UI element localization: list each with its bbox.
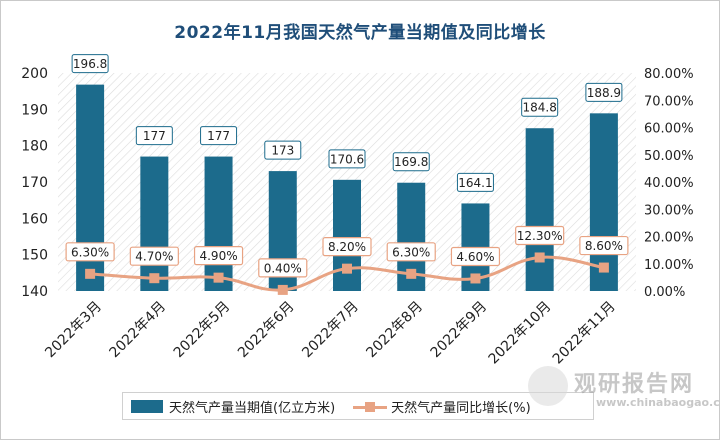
bar-data-label: 164.1 (458, 176, 492, 190)
x-axis: 2022年3月 2022年4月 2022年5月 2022年6月 2022年7月 2022年… (42, 299, 618, 368)
left-axis-tick: 180 (21, 139, 48, 155)
bar-data-label: 170.6 (330, 152, 364, 166)
line-series (85, 252, 609, 295)
line-label-box (450, 246, 501, 267)
line-data-label: 4.70% (135, 250, 173, 264)
line-point[interactable] (149, 273, 160, 284)
line-point[interactable] (534, 252, 545, 263)
line-label-box (129, 246, 179, 266)
left-axis: 140 150 160 170 180 190 200 (21, 66, 48, 300)
line-point[interactable] (470, 273, 481, 284)
x-axis-tick: 2022年9月 (428, 299, 491, 362)
x-axis-tick: 2022年10月 (486, 299, 555, 368)
line-data-labels: 6.30% 4.70% 4.90% 0.40% 8.20% 6.30% 4.60% 12.30… (65, 225, 629, 278)
legend-line-swatch (353, 400, 388, 413)
left-axis-tick: 200 (21, 66, 48, 82)
legend-item-line[interactable]: 天然气产量同比增长(%) (343, 397, 531, 416)
line-label-box (386, 242, 436, 262)
bar-data-label: 173 (271, 144, 294, 158)
bar[interactable] (589, 113, 618, 291)
left-axis-tick: 190 (21, 102, 48, 118)
x-axis-tick: 2022年8月 (363, 299, 426, 362)
line-data-label: 8.20% (328, 240, 366, 254)
x-axis-tick: 2022年7月 (299, 299, 362, 362)
bar-label-box (264, 140, 302, 160)
legend-line-label: 天然气产量同比增长(%) (391, 400, 531, 416)
legend-item-bar[interactable]: 天然气产量当期值(亿立方米) (131, 397, 335, 416)
right-axis-tick: 20.00% (644, 231, 694, 246)
bar-label-box (71, 54, 109, 74)
bar-label-box (585, 82, 623, 102)
line-label-box (193, 246, 244, 266)
bar-data-label: 188.9 (587, 86, 621, 100)
line-point[interactable] (598, 262, 609, 273)
right-axis: 0.00% 10.00% 20.00% 30.00% 40.00% 50.00% 60.00… (644, 67, 694, 300)
line-label-box (65, 242, 115, 262)
line-data-label: 8.60% (585, 239, 623, 253)
line-label-box (579, 235, 629, 256)
legend-bar-label: 天然气产量当期值(亿立方米) (169, 400, 336, 416)
left-axis-tick: 150 (21, 248, 48, 264)
bar[interactable] (525, 128, 554, 291)
bar-label-box (456, 172, 494, 192)
chart-title: 2022年11月我国天然气产量当期值及同比增长 (174, 23, 546, 43)
line-data-label: 4.60% (456, 250, 494, 264)
bar-data-label: 169.8 (394, 155, 428, 169)
bar-data-label: 184.8 (522, 101, 556, 115)
right-axis-tick: 50.00% (644, 149, 694, 164)
line-data-label: 0.40% (264, 261, 302, 275)
right-axis-tick: 80.00% (644, 67, 694, 82)
watermark: 观研报告网 www.chinabaogao.com (526, 364, 720, 414)
line-point[interactable] (213, 272, 224, 283)
right-axis-tick: 0.00% (644, 285, 685, 300)
line-label-box (258, 258, 308, 278)
bar-label-box (135, 126, 173, 146)
x-axis-tick: 2022年3月 (42, 299, 105, 362)
line-label-box (322, 237, 372, 257)
right-axis-tick: 10.00% (644, 258, 694, 273)
watermark-brand: 观研报告网 (574, 372, 695, 397)
bar-label-box (392, 152, 430, 172)
bar[interactable] (140, 156, 169, 291)
bar-data-labels: 196.8 177 177 173 170.6 169.8 164.1 184.8 188.9 (71, 54, 623, 192)
bar[interactable] (333, 179, 361, 291)
right-axis-tick: 70.00% (644, 94, 694, 109)
line-point[interactable] (85, 268, 96, 279)
x-axis-tick: 2022年11月 (550, 299, 619, 368)
line-label-box (515, 225, 565, 246)
line-point[interactable] (406, 268, 417, 279)
watermark-url: www.chinabaogao.com (596, 396, 720, 409)
line-data-label: 4.90% (199, 249, 237, 263)
bar-label-box (521, 97, 559, 117)
right-axis-tick: 40.00% (644, 176, 694, 191)
bar[interactable] (204, 156, 233, 291)
line-point[interactable] (342, 263, 352, 274)
line-data-label: 6.30% (392, 245, 430, 259)
x-axis-tick: 2022年4月 (107, 299, 170, 362)
bar-data-label: 177 (143, 129, 166, 143)
bar-data-label: 196.8 (73, 57, 107, 71)
left-axis-tick: 140 (21, 284, 48, 300)
legend-bar-swatch (131, 399, 163, 413)
x-axis-tick: 2022年6月 (235, 299, 298, 362)
bar-label-box (328, 149, 366, 169)
bar-data-label: 177 (207, 129, 230, 143)
left-axis-tick: 170 (21, 175, 48, 191)
left-axis-tick: 160 (21, 211, 48, 227)
x-axis-tick: 2022年5月 (171, 299, 234, 362)
line-data-label: 6.30% (71, 245, 109, 259)
right-axis-tick: 60.00% (644, 122, 694, 137)
bar-label-box (200, 126, 238, 146)
line-point[interactable] (277, 284, 288, 295)
line-data-label: 12.30% (517, 229, 563, 243)
right-axis-tick: 30.00% (644, 203, 694, 218)
watermark-logo-icon (528, 366, 568, 406)
legend: 天然气产量当期值(亿立方米) 天然气产量同比增长(%) (122, 392, 594, 420)
